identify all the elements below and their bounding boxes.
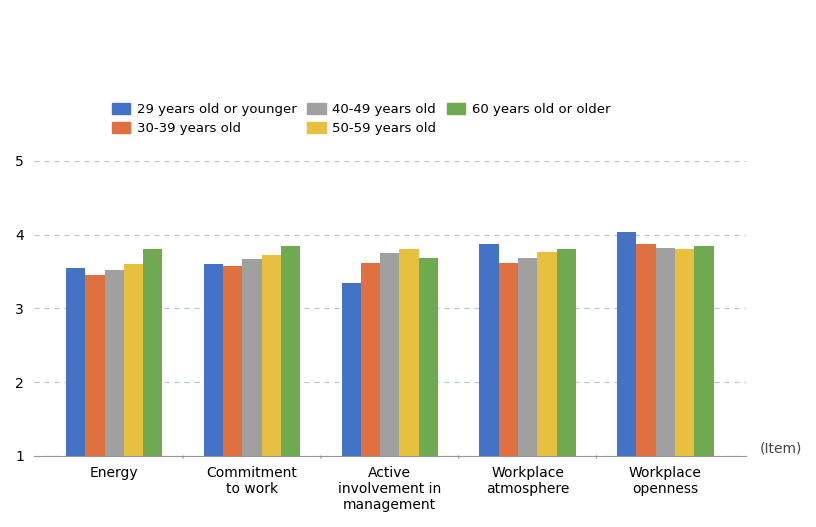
Bar [104,270,124,456]
Bar [557,249,576,456]
Bar [204,264,223,456]
Text: (Item): (Item) [761,442,803,456]
Bar [694,246,714,456]
Bar [537,251,557,456]
Bar [617,232,636,456]
Bar [342,282,361,456]
Bar [636,244,656,456]
Bar [675,249,694,456]
Bar [419,258,438,456]
Bar [656,248,675,456]
Bar [124,264,143,456]
Bar [281,247,300,456]
Bar [499,262,518,456]
Legend: 29 years old or younger, 30-39 years old, 40-49 years old, 50-59 years old, 60 y: 29 years old or younger, 30-39 years old… [112,103,610,135]
Bar [479,244,499,456]
Bar [518,258,537,456]
Bar [361,262,380,456]
Bar [143,249,162,456]
Bar [223,266,242,456]
Bar [400,249,419,456]
Bar [66,268,85,456]
Bar [85,275,104,456]
Bar [242,259,262,456]
Bar [380,253,400,456]
Bar [262,255,281,456]
